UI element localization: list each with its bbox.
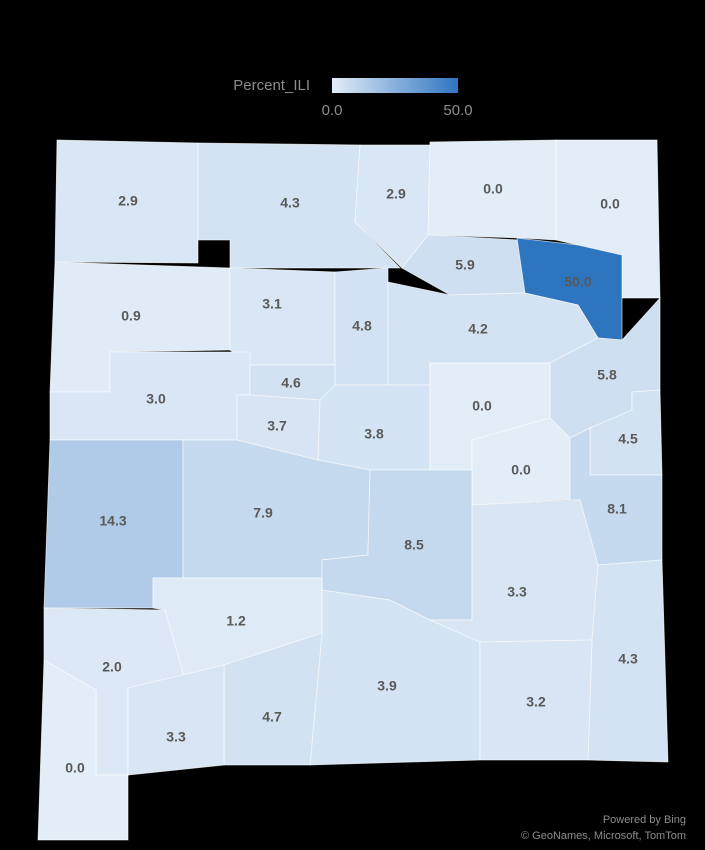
region-label: 14.3 <box>99 513 126 529</box>
legend-max: 50.0 <box>443 102 472 119</box>
region-label: 4.3 <box>618 651 638 667</box>
region-label: 3.9 <box>377 678 397 694</box>
region <box>54 139 199 264</box>
legend-title: Percent_ILI <box>233 77 310 94</box>
region-label: 0.0 <box>511 462 531 478</box>
region <box>587 559 669 763</box>
region-label: 2.9 <box>118 193 138 209</box>
region-label: 5.9 <box>455 257 475 273</box>
region-label: 4.7 <box>262 709 282 725</box>
region-label: 4.6 <box>281 375 301 391</box>
region-label: 0.0 <box>600 196 620 212</box>
region-label: 3.3 <box>166 729 186 745</box>
attribution: © GeoNames, Microsoft, TomTom <box>521 830 686 842</box>
region <box>479 639 593 761</box>
region <box>127 664 225 776</box>
region-label: 2.9 <box>386 186 406 202</box>
region-label: 7.9 <box>253 505 273 521</box>
legend-min: 0.0 <box>322 102 343 119</box>
region-label: 8.5 <box>404 537 424 553</box>
labels: 2.9 4.3 2.9 0.0 0.0 5.9 50.0 0.9 3.1 4.8 4.2 5.8 3.0… <box>65 181 638 776</box>
region-label: 4.5 <box>618 431 638 447</box>
region-label: 3.7 <box>267 418 287 434</box>
region-label: 0.0 <box>483 181 503 197</box>
region-label: 4.3 <box>280 195 300 211</box>
region-label: 3.2 <box>526 694 546 710</box>
region-label: 8.1 <box>607 501 627 517</box>
attribution: Powered by Bing <box>603 814 686 826</box>
region-label: 3.3 <box>507 584 527 600</box>
region-label: 2.0 <box>102 659 122 675</box>
regions <box>37 139 669 841</box>
region-label: 4.8 <box>352 318 372 334</box>
region-label: 3.8 <box>364 426 384 442</box>
region-label: 1.2 <box>226 613 246 629</box>
region-label: 4.2 <box>468 321 488 337</box>
region <box>229 267 336 366</box>
region-label: 0.0 <box>472 398 492 414</box>
region-label: 0.0 <box>65 760 85 776</box>
region-label: 5.8 <box>597 367 617 383</box>
region-label: 3.0 <box>146 391 166 407</box>
region <box>427 139 557 241</box>
region-label: 3.1 <box>262 296 282 312</box>
region-label: 0.9 <box>121 308 141 324</box>
region-label: 50.0 <box>564 274 591 290</box>
legend-gradient <box>332 78 458 93</box>
region <box>37 659 129 841</box>
